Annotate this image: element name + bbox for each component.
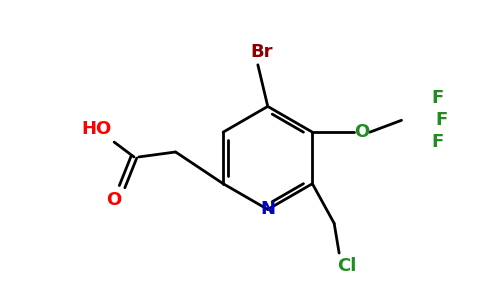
Text: F: F	[431, 133, 443, 151]
Text: F: F	[431, 89, 443, 107]
Text: Cl: Cl	[337, 257, 357, 275]
Text: O: O	[354, 123, 370, 141]
Text: N: N	[260, 200, 275, 218]
Text: Br: Br	[251, 43, 273, 61]
Text: F: F	[435, 111, 447, 129]
Text: O: O	[106, 190, 122, 208]
Text: HO: HO	[81, 120, 111, 138]
